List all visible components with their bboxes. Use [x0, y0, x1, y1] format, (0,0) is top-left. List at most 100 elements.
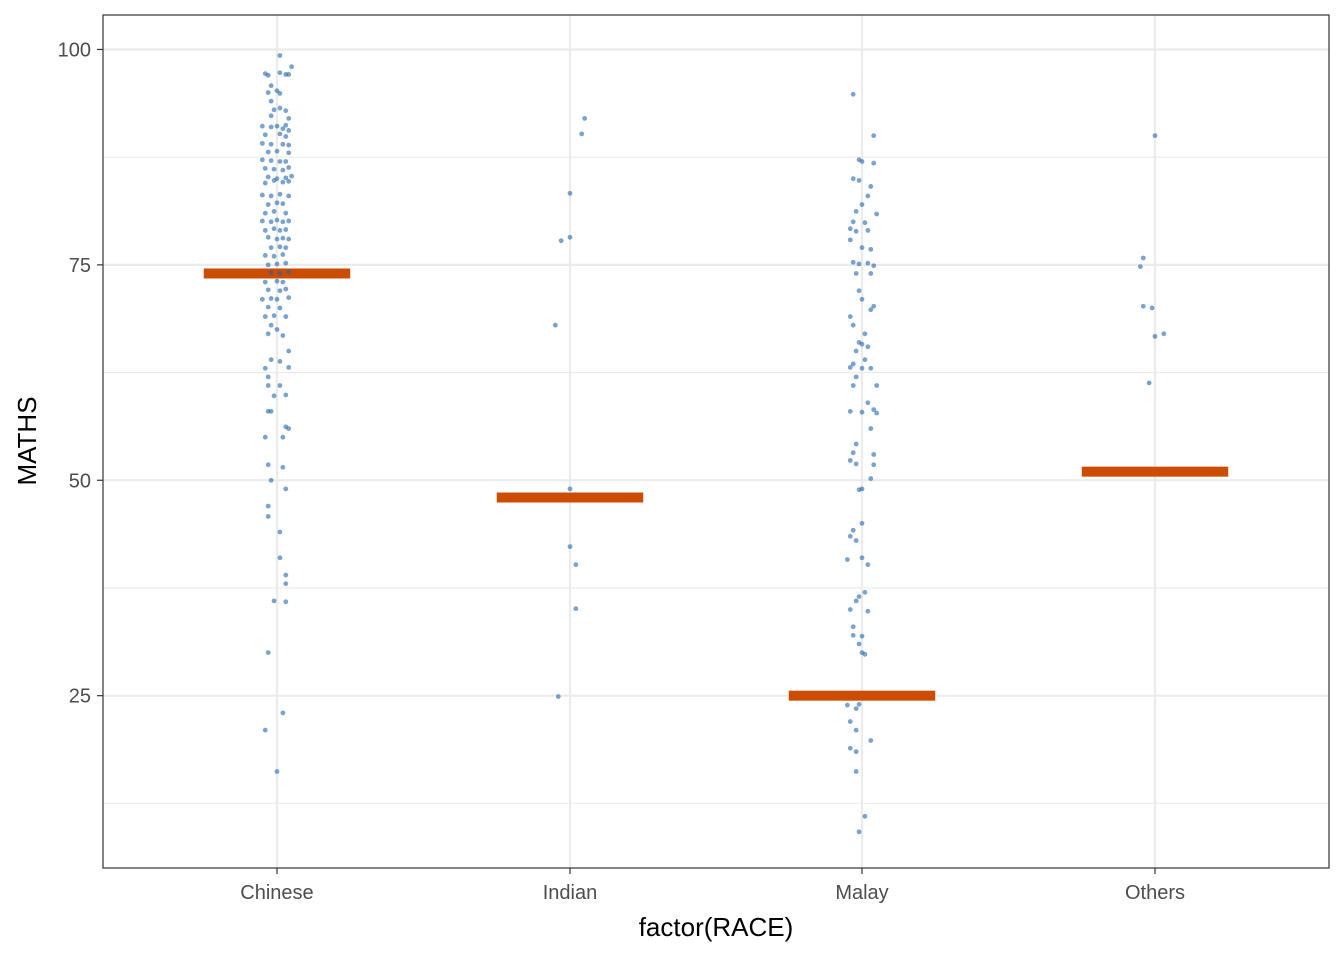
data-point — [265, 462, 271, 468]
data-point — [865, 608, 871, 614]
data-point — [286, 365, 292, 370]
data-point — [567, 486, 573, 492]
data-point — [853, 461, 859, 467]
data-point — [871, 263, 877, 269]
data-point — [286, 348, 292, 354]
data-point — [859, 341, 865, 347]
data-point — [283, 572, 289, 578]
data-point — [271, 107, 277, 113]
data-point — [859, 296, 865, 302]
data-point — [277, 288, 283, 294]
data-point — [871, 133, 877, 139]
y-tick-label: 100 — [58, 39, 91, 61]
data-point — [277, 383, 283, 388]
data-point — [268, 219, 274, 225]
data-point — [850, 527, 856, 533]
data-point — [856, 288, 862, 294]
data-point — [853, 706, 859, 712]
data-point — [573, 606, 579, 612]
data-point — [277, 228, 283, 233]
data-point — [283, 599, 289, 605]
data-point — [286, 193, 292, 199]
data-point — [289, 64, 295, 70]
data-point — [265, 72, 271, 78]
data-point — [277, 305, 283, 311]
data-point — [558, 238, 564, 244]
data-point — [262, 210, 268, 216]
data-point — [271, 209, 277, 214]
data-point — [271, 226, 277, 232]
data-point — [259, 192, 265, 198]
data-point — [274, 296, 280, 302]
data-point — [871, 160, 877, 166]
data-point — [582, 115, 588, 121]
data-point — [262, 252, 268, 258]
data-point — [265, 90, 271, 95]
data-point — [283, 210, 289, 216]
data-point — [280, 126, 286, 132]
data-point — [850, 322, 856, 328]
data-point — [259, 218, 265, 224]
data-point — [862, 589, 868, 595]
data-point — [850, 176, 856, 182]
data-point — [283, 159, 289, 164]
y-tick-label: 75 — [69, 255, 91, 277]
data-point — [853, 209, 859, 214]
data-point — [283, 314, 289, 319]
data-point — [277, 244, 283, 250]
data-point — [268, 270, 274, 276]
data-point — [277, 191, 283, 197]
data-point — [277, 529, 283, 535]
data-point — [283, 175, 289, 181]
data-point — [850, 624, 856, 630]
data-point — [271, 598, 277, 604]
data-point — [274, 278, 280, 284]
data-point — [277, 91, 283, 96]
y-tick-label: 50 — [69, 470, 91, 492]
data-point — [567, 544, 573, 550]
x-tick-label: Indian — [543, 882, 598, 904]
data-point — [283, 286, 289, 292]
data-point — [865, 228, 871, 233]
data-point — [286, 142, 292, 148]
data-point — [265, 514, 271, 519]
data-point — [268, 158, 274, 164]
data-point — [280, 167, 286, 173]
data-point — [271, 253, 277, 259]
data-point — [853, 228, 859, 234]
panel-border — [102, 14, 1330, 869]
x-axis-title: factor(RACE) — [639, 912, 794, 942]
data-point — [1140, 303, 1146, 309]
data-point — [859, 555, 865, 561]
data-point — [268, 141, 274, 147]
data-point — [847, 314, 853, 319]
data-point — [268, 357, 274, 363]
data-point — [862, 331, 868, 337]
data-point — [286, 218, 292, 224]
data-point — [856, 701, 862, 707]
data-point — [871, 462, 877, 468]
data-point — [865, 260, 871, 266]
data-point — [850, 259, 856, 265]
data-point — [286, 178, 292, 184]
data-point — [286, 115, 292, 121]
data-point — [265, 202, 271, 207]
data-point — [856, 261, 862, 267]
data-point — [271, 178, 277, 183]
data-point — [283, 486, 289, 492]
data-point — [286, 236, 292, 242]
data-point — [262, 180, 268, 186]
data-point — [859, 409, 865, 415]
data-point — [265, 383, 271, 388]
data-point — [874, 211, 880, 217]
data-point — [286, 150, 292, 156]
data-point — [579, 131, 585, 137]
data-point — [865, 400, 871, 406]
data-point — [289, 173, 295, 179]
data-point — [274, 327, 280, 332]
data-point — [283, 134, 289, 139]
data-point — [265, 234, 271, 240]
data-point — [862, 651, 868, 657]
data-point — [277, 159, 283, 164]
x-tick-label: Others — [1125, 882, 1185, 904]
